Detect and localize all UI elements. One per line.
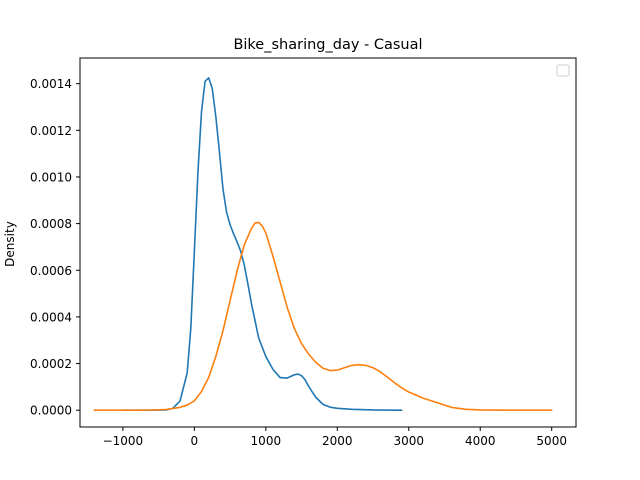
- density-series-line-1: [122, 77, 403, 412]
- y-tick-label: 0.0012: [30, 124, 72, 138]
- series-layer: [93, 77, 553, 412]
- y-tick-label: 0.0006: [30, 264, 72, 278]
- y-tick-label: 0.0014: [30, 77, 72, 91]
- y-tick-label: 0.0002: [30, 357, 72, 371]
- x-tick-label: 2000: [322, 434, 353, 448]
- plot-area-frame: [79, 57, 577, 428]
- x-tick-label: 5000: [536, 434, 567, 448]
- density-series-line-2: [93, 221, 553, 412]
- y-tick-label: 0.0008: [30, 217, 72, 231]
- y-tick-label: 0.0004: [30, 310, 72, 324]
- chart-title: Bike_sharing_day - Casual: [233, 37, 422, 53]
- x-tick-label: 0: [191, 434, 199, 448]
- y-axis-label: Density: [3, 221, 17, 267]
- x-tick-label: 1000: [251, 434, 282, 448]
- x-axis-ticks: −1000 0 1000 2000 3000 4000 5000: [103, 427, 567, 448]
- x-tick-label: −1000: [103, 434, 144, 448]
- y-axis-ticks: 0.0000 0.0002 0.0004 0.0006 0.0008 0.0010 0.00…: [30, 77, 80, 418]
- x-tick-label: 4000: [465, 434, 496, 448]
- x-tick-label: 3000: [393, 434, 424, 448]
- legend-box: [556, 64, 570, 77]
- y-tick-label: 0.0000: [30, 404, 72, 418]
- y-tick-label: 0.0010: [30, 170, 72, 184]
